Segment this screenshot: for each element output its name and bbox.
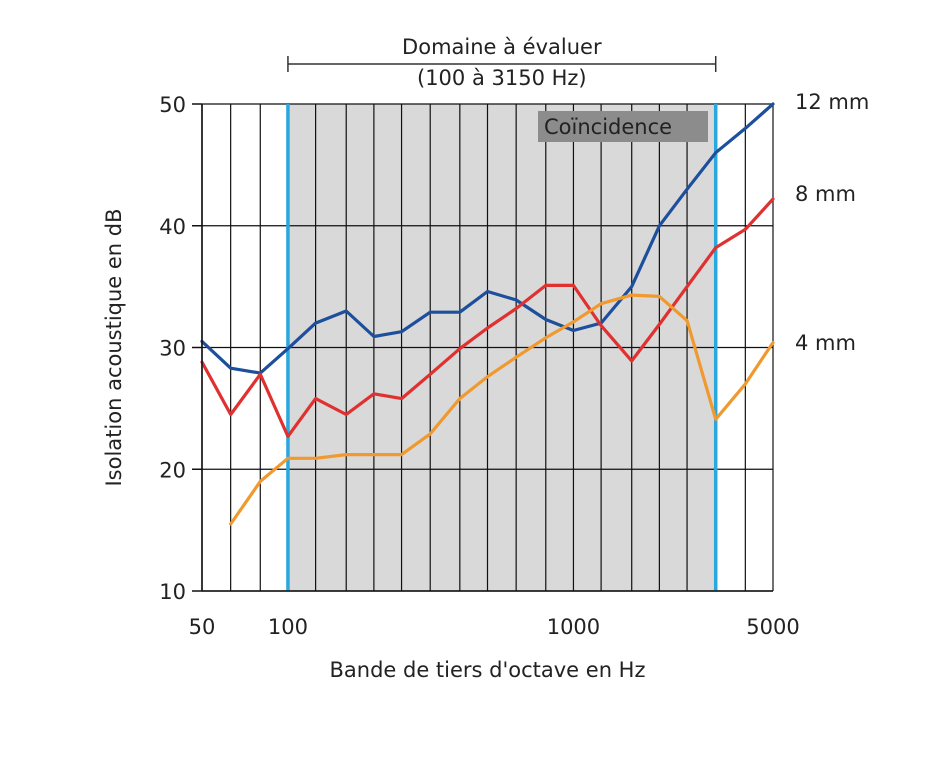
y-axis-label: Isolation acoustique en dB [102, 208, 126, 486]
y-tick-label-50: 50 [159, 93, 186, 117]
series-line-2 [229, 293, 775, 526]
y-tick-label-30: 30 [159, 337, 186, 361]
y-tick-label-40: 40 [159, 215, 186, 239]
series-label-1: 8 mm [795, 182, 856, 206]
series-line-1 [200, 197, 775, 438]
x-tick-label-1000: 1000 [547, 615, 600, 639]
series-label-2: 4 mm [795, 331, 856, 355]
range-title-line1: Domaine à évaluer [402, 35, 602, 59]
x-axis-ticks: 50 100 1000 5000 [189, 615, 800, 639]
x-tick-label-50: 50 [189, 615, 216, 639]
y-axis-ticks: 10 20 30 40 50 [159, 93, 202, 604]
range-bracket: Domaine à évaluer (100 à 3150 Hz) [287, 35, 717, 90]
x-tick-label-5000: 5000 [746, 615, 799, 639]
coincidence-badge: Coïncidence [538, 111, 708, 142]
series-line-0 [200, 102, 775, 375]
series-labels: 12 mm 8 mm 4 mm [795, 90, 869, 355]
coincidence-label: Coïncidence [544, 115, 672, 139]
coincidence-badge-bg [538, 111, 708, 142]
y-tick-label-20: 20 [159, 458, 186, 482]
x-tick-label-100: 100 [268, 615, 308, 639]
series-label-0: 12 mm [795, 90, 869, 114]
range-title-line2: (100 à 3150 Hz) [417, 66, 587, 90]
series-lines [200, 102, 775, 526]
y-tick-label-10: 10 [159, 580, 186, 604]
x-axis-label: Bande de tiers d'octave en Hz [329, 658, 645, 682]
